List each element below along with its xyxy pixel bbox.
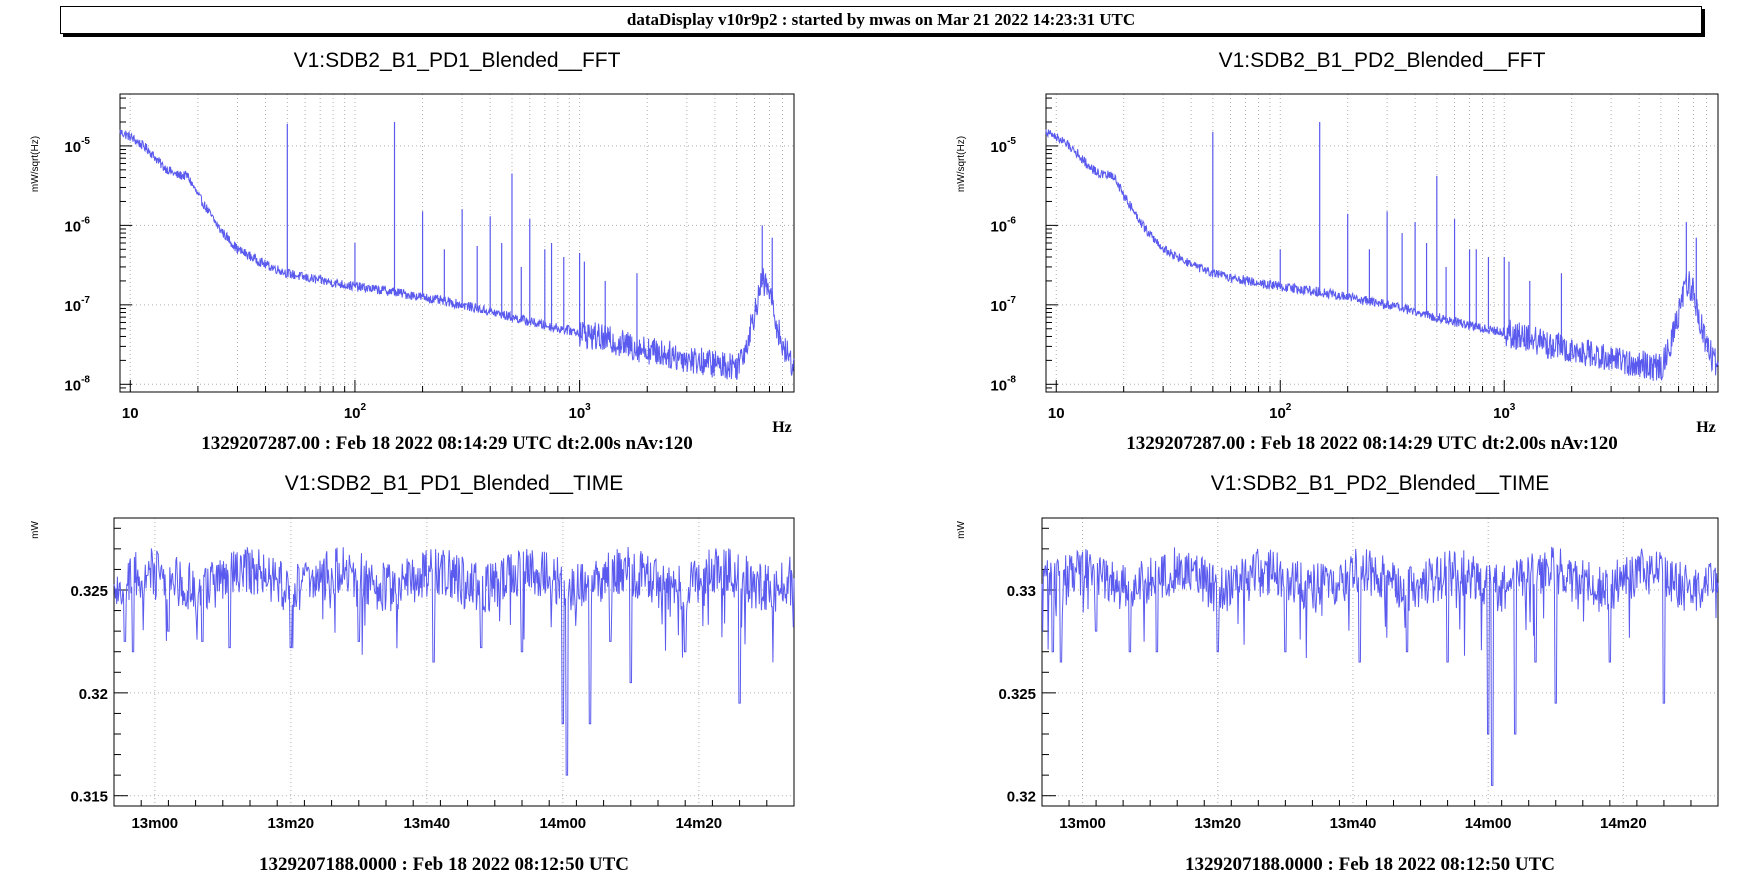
axis-ticks (120, 97, 795, 393)
x-tick-label: 102 (1269, 402, 1292, 422)
x-tick-label: 14m20 (675, 815, 722, 832)
x-axis-unit: Hz (1696, 419, 1716, 436)
plot-footer: 1329207188.0000 : Feb 18 2022 08:12:50 U… (1185, 854, 1555, 875)
axis-ticks (1046, 97, 1719, 393)
y-tick-label: 0.325 (70, 583, 108, 600)
x-tick-label: 13m00 (131, 815, 178, 832)
fft-panel-2: V1:SDB2_B1_PD2_Blended__FFT mW/sqrt(Hz) 10… (956, 49, 1719, 454)
plot-footer: 1329207287.00 : Feb 18 2022 08:14:29 UTC… (1126, 433, 1618, 454)
plot-frame (119, 93, 795, 393)
grid (120, 94, 795, 392)
x-axis-unit: Hz (772, 419, 792, 436)
y-axis-label: mW (30, 521, 41, 539)
y-tick-label: 10-5 (64, 136, 90, 156)
plot-frame (1045, 93, 1719, 393)
plot-footer: 1329207188.0000 : Feb 18 2022 08:12:50 U… (259, 854, 629, 875)
plot-frame (113, 517, 795, 807)
y-axis-label: mW/sqrt(Hz) (30, 136, 41, 192)
y-tick-label: 10-6 (990, 215, 1016, 235)
time-panel-1: V1:SDB2_B1_PD1_Blended__TIME mW 13m00 13m20… (30, 472, 795, 875)
x-tick-label: 14m00 (539, 815, 586, 832)
x-tick-label: 13m20 (1194, 815, 1241, 832)
x-tick-label: 13m00 (1059, 815, 1106, 832)
app-title-bar: dataDisplay v10r9p2 : started by mwas on… (60, 6, 1702, 34)
x-tick-label: 10 (1048, 405, 1065, 422)
plot-title: V1:SDB2_B1_PD1_Blended__TIME (285, 472, 624, 495)
y-axis-label: mW (956, 521, 967, 539)
y-tick-label: 10-5 (990, 136, 1016, 156)
plot-frame (1041, 517, 1719, 807)
y-tick-label: 10-6 (64, 215, 90, 235)
x-tick-label: 103 (568, 402, 591, 422)
fft-panel-1: V1:SDB2_B1_PD1_Blended__FFT mW/sqrt(Hz) 10… (30, 49, 795, 454)
plot-title: V1:SDB2_B1_PD1_Blended__FFT (294, 49, 621, 72)
grid (1046, 94, 1719, 392)
y-axis-label: mW/sqrt(Hz) (956, 136, 967, 192)
y-tick-label: 0.315 (70, 789, 108, 806)
y-tick-label: 0.32 (1007, 789, 1036, 806)
plot-footer: 1329207287.00 : Feb 18 2022 08:14:29 UTC… (201, 433, 693, 454)
x-tick-label: 13m20 (267, 815, 314, 832)
timeseries-line (113, 546, 795, 776)
spectrum-line (119, 129, 795, 380)
spectrum-line (1045, 129, 1719, 381)
axis-ticks (1041, 527, 1719, 806)
plot-title: V1:SDB2_B1_PD2_Blended__TIME (1211, 472, 1550, 495)
y-tick-label: 0.33 (1007, 583, 1036, 600)
y-tick-label: 10-7 (64, 295, 90, 315)
x-tick-label: 103 (1493, 402, 1516, 422)
x-tick-label: 13m40 (403, 815, 450, 832)
y-tick-label: 10-8 (990, 374, 1016, 394)
app-title: dataDisplay v10r9p2 : started by mwas on… (626, 10, 1136, 29)
x-tick-label: 10 (122, 405, 139, 422)
axis-ticks (113, 527, 795, 806)
x-tick-label: 14m00 (1465, 815, 1512, 832)
x-tick-label: 13m40 (1330, 815, 1377, 832)
time-panel-2: V1:SDB2_B1_PD2_Blended__TIME mW 13m00 13m20… (956, 472, 1719, 875)
y-tick-label: 0.325 (998, 686, 1036, 703)
timeseries-line (1041, 546, 1719, 786)
grid (1042, 518, 1718, 806)
y-tick-label: 0.32 (79, 686, 108, 703)
plot-title: V1:SDB2_B1_PD2_Blended__FFT (1219, 49, 1546, 72)
y-tick-label: 10-7 (990, 295, 1016, 315)
x-tick-label: 102 (344, 402, 367, 422)
x-tick-label: 14m20 (1600, 815, 1647, 832)
y-tick-label: 10-8 (64, 374, 90, 394)
